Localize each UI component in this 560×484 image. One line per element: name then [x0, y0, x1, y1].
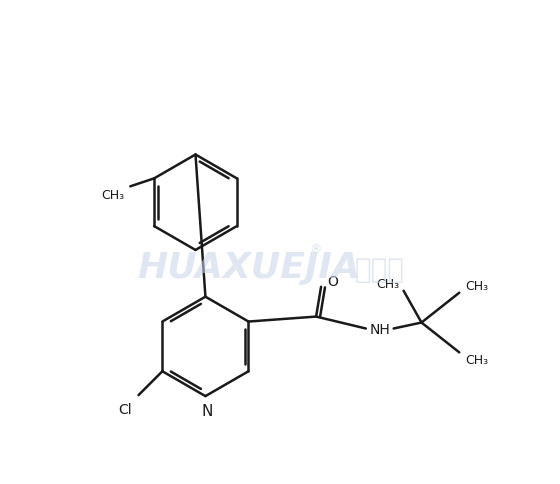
Text: Cl: Cl	[118, 402, 132, 416]
Text: HUAXUEJIA: HUAXUEJIA	[137, 250, 360, 284]
Text: O: O	[328, 274, 338, 288]
Text: ®: ®	[310, 243, 322, 256]
Text: NH: NH	[370, 323, 390, 337]
Text: CH₃: CH₃	[465, 353, 489, 366]
Text: 化学加: 化学加	[354, 256, 404, 283]
Text: N: N	[202, 403, 213, 418]
Text: CH₃: CH₃	[465, 280, 489, 293]
Text: CH₃: CH₃	[376, 278, 399, 291]
Text: CH₃: CH₃	[101, 188, 124, 201]
